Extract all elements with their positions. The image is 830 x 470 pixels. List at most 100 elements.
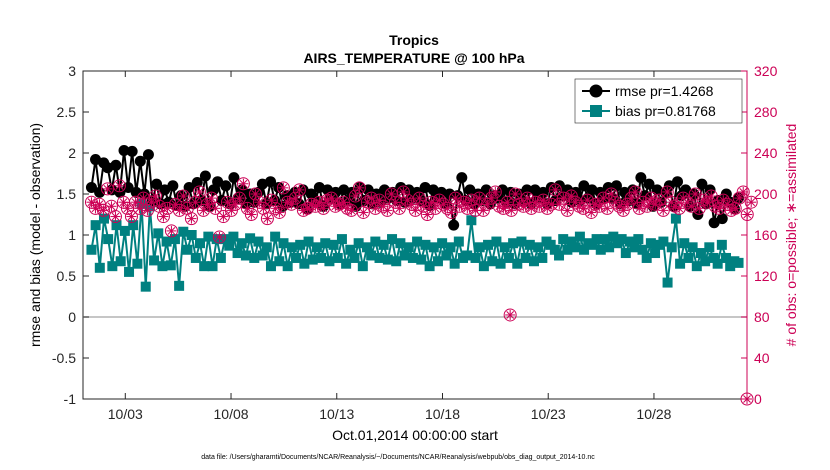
obs-assimilated-point <box>638 197 649 208</box>
obs-star-stroke <box>471 206 480 215</box>
bias-point <box>432 256 443 267</box>
obs-assimilated-point <box>550 184 561 195</box>
obs-assimilated-point <box>294 184 305 195</box>
obs-star-stroke <box>507 206 516 215</box>
obs-star-stroke <box>223 198 232 207</box>
obs-star-stroke <box>123 204 132 213</box>
obs-assimilated-point <box>286 199 297 210</box>
y-axis-right-label: # of obs: o=possible; ∗=assimilated <box>783 124 799 347</box>
bias-point <box>228 231 239 242</box>
obs-possible-point <box>112 179 126 193</box>
bias-point <box>641 252 652 263</box>
obs-star-stroke <box>327 194 336 202</box>
bias-point <box>695 248 706 259</box>
bias-point <box>165 260 176 271</box>
obs-assimilated-point <box>278 182 289 193</box>
obs-star-stroke <box>511 190 520 198</box>
obs-star-stroke <box>295 186 304 194</box>
bias-point <box>645 238 656 249</box>
obs-assimilated-point <box>590 199 601 210</box>
obs-assimilated-point <box>746 197 757 208</box>
bias-point <box>658 236 669 247</box>
bias-point <box>119 225 130 236</box>
obs-star-stroke <box>159 212 168 221</box>
obs-possible-point <box>604 187 618 201</box>
obs-assimilated-point <box>238 178 249 189</box>
obs-assimilated-point <box>122 203 133 214</box>
rmse-point <box>435 186 447 198</box>
obs-assimilated-point <box>114 180 125 191</box>
obs-assimilated-point <box>178 191 189 202</box>
obs-star-stroke <box>111 212 120 221</box>
obs-star-stroke <box>315 198 324 207</box>
obs-possible-point <box>272 205 286 219</box>
bias-point <box>503 252 514 263</box>
bias-point <box>424 261 435 272</box>
obs-star-stroke <box>319 204 328 213</box>
obs-assimilated-point <box>246 209 257 220</box>
bias-point <box>295 239 306 250</box>
obs-assimilated-point <box>394 203 405 214</box>
obs-assimilated-point <box>522 193 533 204</box>
bias-point <box>245 233 256 244</box>
obs-possible-point <box>560 203 574 217</box>
obs-star-stroke <box>519 202 528 211</box>
obs-star-stroke <box>131 198 140 207</box>
obs-assimilated-point <box>566 191 577 202</box>
obs-star-stroke <box>251 190 260 198</box>
obs-star-stroke <box>575 202 584 211</box>
rmse-point <box>635 172 647 184</box>
obs-assimilated-point <box>186 213 197 224</box>
rmse-point <box>94 186 106 198</box>
obs-star-stroke <box>379 202 388 211</box>
bias-point <box>587 239 598 250</box>
obs-star-stroke <box>359 208 368 217</box>
bias-point <box>416 254 427 265</box>
obs-assimilated-point <box>174 205 185 216</box>
left-tick-label: 0 <box>68 309 76 325</box>
obs-assimilated-point <box>370 203 381 214</box>
bias-point <box>128 220 139 231</box>
obs-assimilated-point <box>158 211 169 222</box>
obs-assimilated-point <box>190 197 201 208</box>
obs-assimilated-point <box>626 193 637 204</box>
legend-box <box>574 78 743 124</box>
obs-star-stroke <box>255 198 264 207</box>
obs-star-stroke <box>659 206 668 215</box>
obs-outlier-possible-point <box>503 308 517 322</box>
rmse-point <box>212 176 224 188</box>
bias-point <box>249 252 260 263</box>
obs-assimilated-point <box>598 193 609 204</box>
obs-possible-point <box>156 210 170 224</box>
obs-star-stroke <box>231 200 240 209</box>
obs-assimilated-point <box>562 205 573 216</box>
obs-star-stroke <box>667 198 676 207</box>
obs-star-stroke <box>155 202 164 211</box>
obs-assimilated-point <box>382 205 393 216</box>
bias-point <box>378 239 389 250</box>
obs-star-stroke <box>743 395 751 403</box>
obs-assimilated-point <box>266 195 277 206</box>
rmse-point <box>696 178 708 190</box>
obs-star-stroke <box>259 204 268 213</box>
obs-star-stroke <box>339 198 348 207</box>
obs-assimilated-point <box>110 211 121 222</box>
obs-assimilated-point <box>222 197 233 208</box>
obs-possible-point <box>448 191 462 205</box>
obs-assimilated-point <box>326 193 337 204</box>
left-tick-label: -0.5 <box>52 350 76 366</box>
obs-star-stroke <box>475 194 484 202</box>
obs-star-stroke <box>307 200 316 209</box>
obs-star-stroke <box>119 198 128 207</box>
rmse-point <box>680 184 692 196</box>
bias-point <box>124 266 135 277</box>
obs-star-stroke <box>555 200 564 209</box>
obs-assimilated-point <box>194 186 205 197</box>
obs-star-stroke <box>487 194 496 202</box>
bias-point <box>232 248 243 259</box>
obs-assimilated-point <box>106 201 117 212</box>
bias-point <box>366 250 377 261</box>
obs-assimilated-point <box>462 203 473 214</box>
obs-star-stroke <box>643 202 652 211</box>
obs-assimilated-point <box>534 201 545 212</box>
